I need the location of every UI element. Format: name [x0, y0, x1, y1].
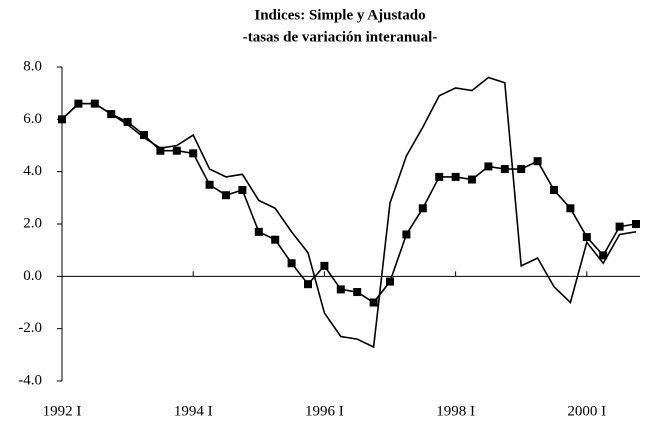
marker — [336, 285, 345, 294]
x-tick-label: 2000 I — [567, 403, 606, 419]
marker — [205, 180, 214, 189]
marker — [615, 222, 624, 231]
marker — [369, 298, 378, 307]
marker — [287, 259, 296, 268]
x-tick-label: 1996 I — [305, 403, 344, 419]
marker — [238, 185, 247, 194]
marker — [189, 149, 198, 158]
marker — [304, 280, 312, 289]
marker — [271, 235, 280, 244]
marker — [254, 227, 263, 236]
marker — [632, 220, 640, 228]
marker — [418, 204, 427, 213]
marker — [386, 277, 394, 286]
marker — [468, 175, 476, 184]
marker — [451, 172, 460, 181]
series-line — [61, 102, 637, 304]
y-tick-label: 2.0 — [23, 215, 42, 231]
marker — [353, 288, 362, 297]
marker — [500, 165, 509, 174]
marker — [550, 185, 558, 194]
marker — [402, 230, 411, 239]
marker — [533, 157, 542, 166]
marker — [599, 251, 608, 260]
y-tick-label: 6.0 — [23, 111, 42, 127]
series-line — [61, 76, 637, 349]
marker — [222, 191, 230, 200]
marker — [566, 204, 575, 213]
marker — [172, 146, 181, 155]
marker — [582, 233, 591, 242]
marker — [156, 146, 165, 155]
y-tick-label: 8.0 — [23, 58, 42, 74]
marker — [435, 172, 444, 181]
chart-subtitle: -tasas de variación interanual- — [243, 29, 438, 45]
y-tick-label: 4.0 — [23, 163, 42, 179]
marker — [484, 162, 493, 171]
y-tick-label: -2.0 — [18, 320, 42, 336]
marker — [123, 117, 132, 126]
y-tick-label: -4.0 — [18, 372, 42, 388]
chart-title: Indices: Simple y Ajustado — [254, 7, 425, 23]
y-tick-label: 0.0 — [23, 268, 42, 284]
marker — [517, 165, 526, 174]
x-tick-label: 1994 I — [174, 403, 213, 419]
x-tick-label: 1998 I — [436, 403, 475, 419]
x-tick-label: 1992 I — [43, 403, 82, 419]
marker — [320, 261, 329, 270]
marker — [140, 131, 148, 140]
